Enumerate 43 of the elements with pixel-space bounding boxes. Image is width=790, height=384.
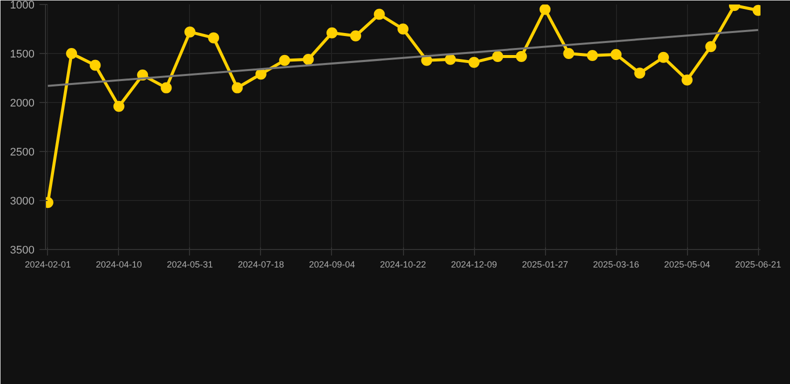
x-tick-label: 2025-03-16: [593, 260, 640, 270]
point: [540, 4, 551, 15]
x-tick-label: 2025-06-21: [735, 260, 782, 270]
x-tick-label: 2025-01-27: [522, 260, 568, 270]
x-tick-label: 2024-02-01: [24, 260, 71, 270]
y-tick-label: 3500: [10, 244, 35, 256]
x-tick-label: 2024-10-22: [380, 260, 426, 270]
point: [634, 68, 646, 79]
y-tick-label: 3000: [10, 196, 35, 208]
point: [492, 50, 504, 62]
point: [563, 48, 574, 59]
point: [279, 54, 290, 66]
point: [468, 56, 480, 68]
point: [374, 8, 385, 20]
point: [682, 74, 693, 86]
y-tick-label: 2500: [10, 146, 35, 158]
point: [586, 50, 598, 61]
point: [658, 52, 669, 63]
y-tick-label: 1500: [10, 48, 35, 60]
point: [255, 68, 266, 80]
point: [326, 27, 338, 38]
point: [184, 26, 196, 38]
x-tick-label: 2025-05-04: [664, 260, 710, 270]
x-tick-label: 2024-04-10: [96, 260, 142, 270]
point: [66, 48, 78, 59]
point: [705, 41, 716, 52]
point: [302, 54, 314, 65]
point: [90, 60, 101, 71]
x-tick-label: 2024-12-09: [451, 260, 498, 270]
y-tick-label: 1000: [10, 0, 35, 12]
point: [160, 82, 172, 94]
x-tick-label: 2024-09-04: [308, 260, 355, 270]
x-tick-label: 2024-07-18: [238, 260, 284, 270]
x-tick-label: 2024-05-31: [166, 260, 213, 270]
point: [398, 24, 408, 34]
y-tick-label: 2000: [10, 98, 35, 110]
point: [516, 50, 527, 62]
point: [208, 32, 220, 44]
point: [113, 100, 124, 112]
point: [610, 48, 622, 60]
point: [444, 54, 456, 65]
point: [350, 30, 362, 42]
point: [232, 82, 243, 94]
